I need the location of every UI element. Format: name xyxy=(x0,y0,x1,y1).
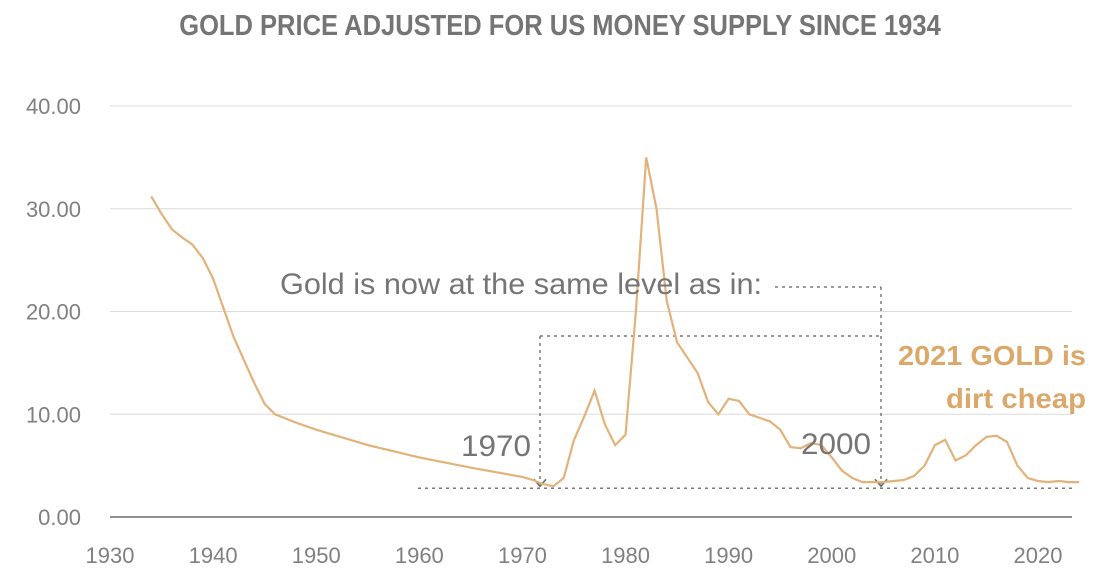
x-tick-label: 1930 xyxy=(86,543,135,568)
x-axis-ticks: 1930 1940 1950 1960 1970 1980 1990 2000 2010 2020 xyxy=(86,543,1063,568)
gridlines xyxy=(110,105,1072,415)
annotation-year-2000: 2000 xyxy=(801,428,871,461)
x-tick-label: 2010 xyxy=(910,543,959,568)
x-tick-label: 1970 xyxy=(498,543,547,568)
y-tick-label: 40.00 xyxy=(26,94,81,119)
x-tick-label: 1990 xyxy=(704,543,753,568)
x-tick-label: 1980 xyxy=(601,543,650,568)
y-tick-label: 20.00 xyxy=(26,300,81,325)
annotation-main: Gold is now at the same level as in: xyxy=(280,268,762,301)
gold-price-line xyxy=(150,157,1080,488)
x-tick-label: 1950 xyxy=(292,543,341,568)
chart-title: GOLD PRICE ADJUSTED FOR US MONEY SUPPLY … xyxy=(179,10,941,42)
x-tick-label: 1940 xyxy=(189,543,238,568)
y-tick-label: 10.00 xyxy=(26,402,81,427)
x-tick-label: 2020 xyxy=(1013,543,1062,568)
x-tick-label: 2000 xyxy=(807,543,856,568)
y-tick-label: 0.00 xyxy=(38,505,81,530)
x-tick-label: 1960 xyxy=(395,543,444,568)
y-tick-label: 30.00 xyxy=(26,197,81,222)
highlight-line-1: 2021 GOLD is xyxy=(898,340,1086,371)
y-axis-ticks: 0.00 10.00 20.00 30.00 40.00 xyxy=(26,94,81,530)
annotation-year-1970: 1970 xyxy=(461,430,531,463)
highlight-line-2: dirt cheap xyxy=(946,383,1086,414)
